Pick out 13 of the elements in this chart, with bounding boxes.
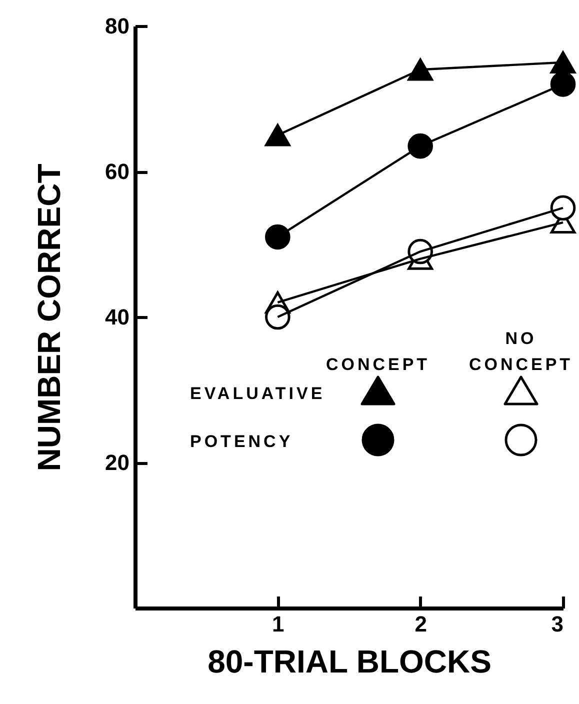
y-axis-title: NUMBER CORRECT	[31, 163, 68, 472]
x-tick-label: 3	[551, 612, 564, 636]
annotation: NO CONCEPT	[468, 329, 574, 374]
y-tick-label: 20	[105, 450, 130, 475]
x-tick-label: 1	[272, 612, 284, 636]
annotation: CONCEPT	[326, 355, 430, 374]
annotation: POTENCY	[190, 432, 294, 451]
y-tick-label: 80	[105, 14, 130, 38]
y-tick-label: 40	[105, 304, 130, 330]
x-axis-title: 80-TRIAL BLOCKS	[208, 644, 492, 680]
annotation: EVALUATIVE	[190, 384, 326, 403]
x-tick-label: 2	[414, 612, 427, 636]
y-tick-label: 60	[105, 159, 130, 184]
